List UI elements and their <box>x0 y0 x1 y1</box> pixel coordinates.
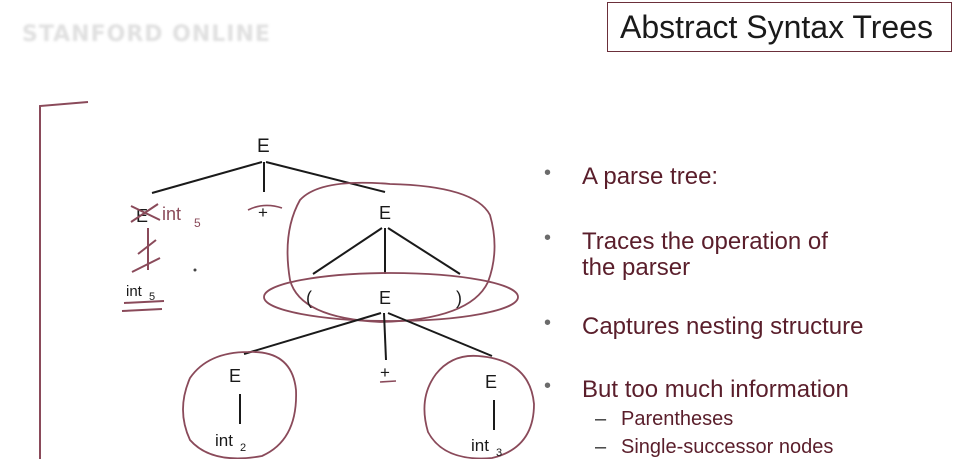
edge-root-right <box>265 161 386 193</box>
edge-mid-plus <box>383 312 387 361</box>
left-leaf-int5-sub: 5 <box>149 291 155 303</box>
bullet-dot: • <box>544 375 552 397</box>
bullet-2-text-line2: the parser <box>582 254 691 281</box>
subbullet-dash: – <box>595 436 607 458</box>
int3-sub: 3 <box>496 447 502 459</box>
edge-e-lparen <box>312 227 383 275</box>
rparen-label: ) <box>456 288 462 308</box>
int5-annotation: int <box>162 204 181 224</box>
root-e-label: E <box>257 136 270 157</box>
plus-top-label: + <box>258 203 268 222</box>
plus-arc-annotation <box>247 204 283 211</box>
bottom-plus-underline <box>379 380 397 383</box>
bottom-plus-label: + <box>380 363 390 382</box>
subbullet-dash: – <box>595 408 607 430</box>
edge-e-rparen <box>387 227 461 275</box>
bullet-1-text: A parse tree: <box>582 163 719 190</box>
left-e-crossed-label: E <box>136 206 148 226</box>
right-e-circle <box>286 181 496 323</box>
title-box: Abstract Syntax Trees <box>607 2 952 52</box>
subbullet-1-text: Parentheses <box>621 408 734 430</box>
lparen-label: ( <box>306 288 312 308</box>
bullet-dot: • <box>544 162 552 184</box>
mid-e-label: E <box>379 288 391 308</box>
dot-mark <box>193 268 197 272</box>
crossed-line-annotation <box>131 228 161 273</box>
bottom-left-circle <box>182 351 297 459</box>
edge-root-left <box>151 161 263 194</box>
int5-annotation-sub: 5 <box>194 216 201 230</box>
paren-row-ellipse <box>263 272 519 322</box>
bullet-3-text: Captures nesting structure <box>582 313 864 340</box>
subbullet-2-text: Single-successor nodes <box>621 436 834 458</box>
bullet-4-text: But too much information <box>582 376 849 403</box>
bullet-dot: • <box>544 227 552 249</box>
int3-label: int <box>471 436 489 455</box>
right-e-label: E <box>379 203 391 223</box>
crossout-mark <box>130 203 161 223</box>
left-bracket-annotation <box>39 101 89 459</box>
edge-mid-left <box>243 312 382 355</box>
bottom-left-e-label: E <box>229 366 241 386</box>
bottom-right-circle <box>423 354 535 459</box>
slide-title: Abstract Syntax Trees <box>620 9 934 45</box>
underline-annotation <box>121 300 165 312</box>
int2-label: int <box>215 431 233 450</box>
int2-sub: 2 <box>240 442 246 454</box>
left-leaf-int5: int <box>126 283 143 300</box>
stanford-online-logo: STANFORD ONLINE <box>22 22 271 47</box>
edge-mid-right <box>387 312 493 357</box>
bullet-dot: • <box>544 312 552 334</box>
bottom-right-e-label: E <box>485 372 497 392</box>
bullet-2-text: Traces the operation of <box>582 228 828 255</box>
